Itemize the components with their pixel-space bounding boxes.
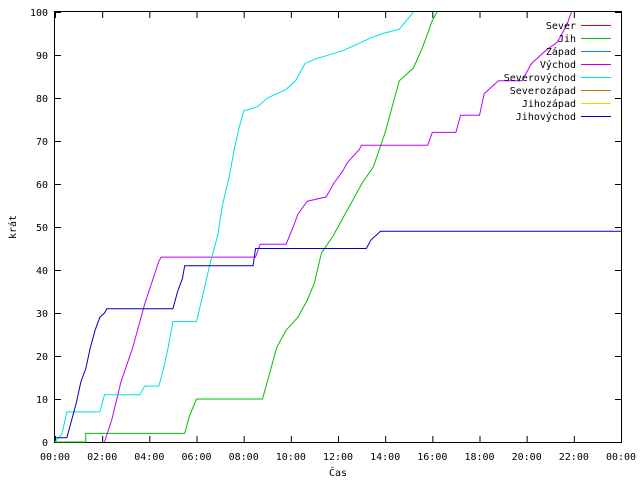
- y-tick-label: 100: [30, 8, 48, 19]
- x-tick-label: 22:00: [559, 452, 589, 463]
- x-tick-label: 14:00: [370, 452, 400, 463]
- legend-label-jihozapad: Jihozápad: [522, 98, 576, 110]
- x-tick-label: 02:00: [87, 452, 117, 463]
- x-tick-label: 18:00: [464, 452, 494, 463]
- y-tick-label: 50: [36, 223, 48, 234]
- x-tick-label: 06:00: [181, 452, 211, 463]
- series-line-severovychod: [54, 11, 414, 443]
- x-tick-label: 20:00: [512, 452, 542, 463]
- legend-label-severozapad: Severozápad: [510, 85, 576, 97]
- legend-label-vychod: Východ: [540, 59, 576, 71]
- y-axis-label: krát: [7, 215, 19, 239]
- y-tick-label: 80: [36, 94, 48, 105]
- y-tick-label: 0: [42, 438, 48, 449]
- x-tick-label: 16:00: [417, 452, 447, 463]
- legend-label-jih: Jih: [558, 34, 576, 45]
- x-tick-label: 00:00: [606, 452, 636, 463]
- x-axis-label: Čas: [329, 466, 347, 479]
- series-group: [54, 11, 621, 443]
- series-line-vychod: [104, 11, 572, 443]
- x-tick-label: 12:00: [323, 452, 353, 463]
- series-line-jih: [55, 11, 438, 443]
- y-tick-label: 60: [36, 180, 48, 191]
- x-tick-label: 08:00: [229, 452, 259, 463]
- y-tick-label: 10: [36, 395, 48, 406]
- legend-label-severovychod: Severovýchod: [504, 72, 576, 84]
- y-tick-label: 90: [36, 51, 48, 62]
- y-tick-label: 40: [36, 266, 48, 277]
- series-line-jihovychod: [55, 230, 621, 439]
- legend: Sever JihZápadVýchodSeverovýchodSeverozáp…: [504, 21, 611, 123]
- y-tick-label: 20: [36, 352, 48, 363]
- legend-label-jihovychod: Jihovýchod: [516, 111, 576, 123]
- legend-label-zapad: Západ: [546, 46, 576, 58]
- plot-frame: [54, 11, 622, 443]
- tick-group: 0 10 20 30 40 50 60 70 80 90 100 00:00 02:00 04:00 06:…: [30, 8, 636, 463]
- y-tick-label: 70: [36, 137, 48, 148]
- x-tick-label: 04:00: [134, 452, 164, 463]
- x-tick-label: 00:00: [40, 452, 70, 463]
- x-tick-label: 10:00: [276, 452, 306, 463]
- legend-label-sever: Sever: [546, 21, 576, 32]
- y-tick-label: 30: [36, 309, 48, 320]
